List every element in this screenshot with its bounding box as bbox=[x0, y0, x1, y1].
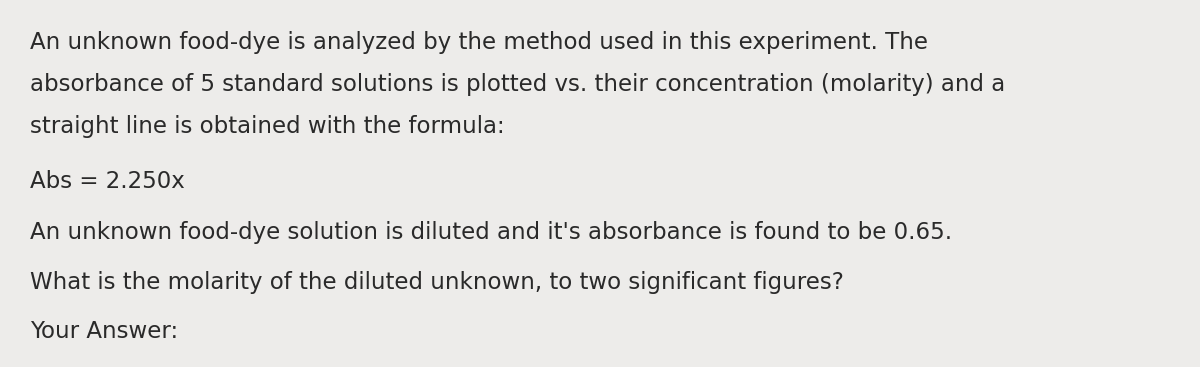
Text: Your Answer:: Your Answer: bbox=[30, 320, 178, 344]
Text: absorbance of 5 standard solutions is plotted vs. their concentration (molarity): absorbance of 5 standard solutions is pl… bbox=[30, 73, 1006, 95]
Text: What is the molarity of the diluted unknown, to two significant figures?: What is the molarity of the diluted unkn… bbox=[30, 270, 844, 294]
Text: An unknown food-dye solution is diluted and it's absorbance is found to be 0.65.: An unknown food-dye solution is diluted … bbox=[30, 221, 952, 243]
Text: An unknown food-dye is analyzed by the method used in this experiment. The: An unknown food-dye is analyzed by the m… bbox=[30, 30, 928, 54]
Text: Abs = 2.250x: Abs = 2.250x bbox=[30, 171, 185, 193]
Text: straight line is obtained with the formula:: straight line is obtained with the formu… bbox=[30, 115, 505, 138]
